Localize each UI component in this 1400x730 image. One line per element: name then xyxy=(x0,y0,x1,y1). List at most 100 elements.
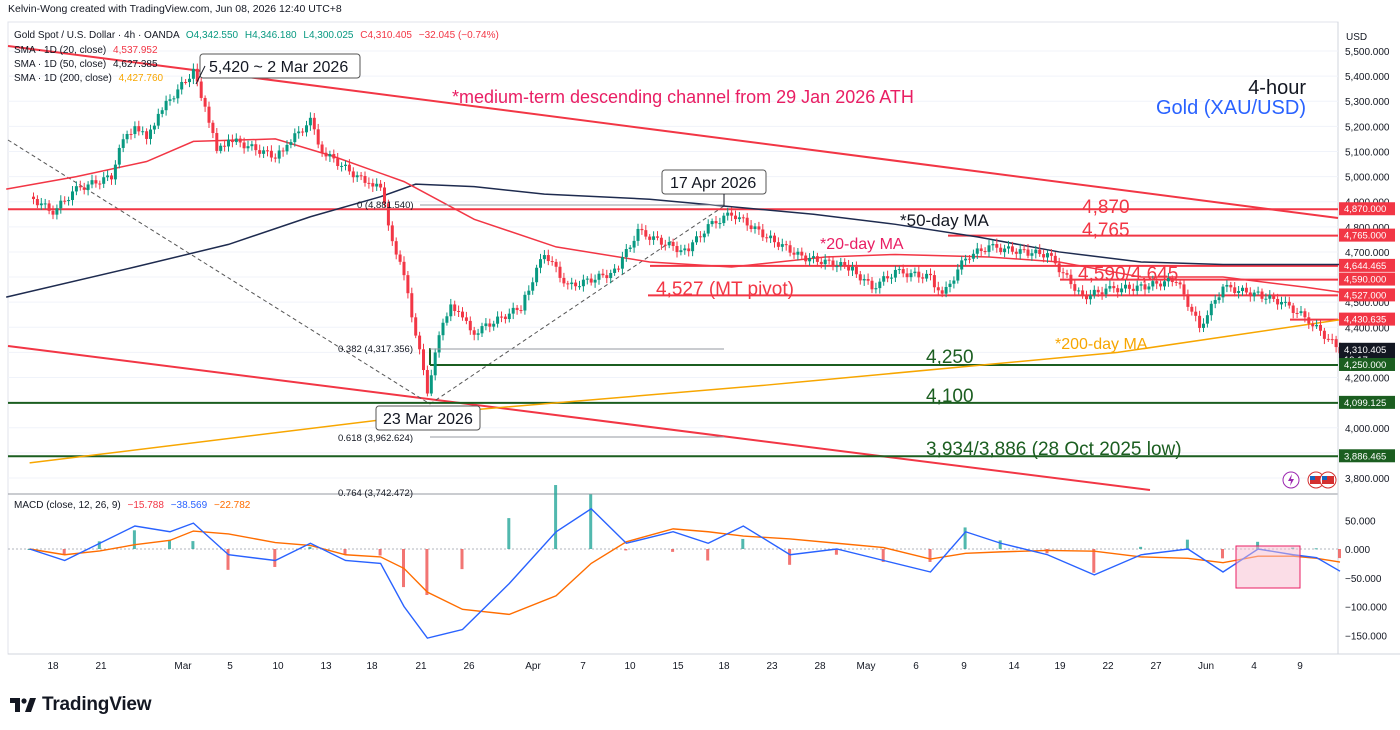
candle-body xyxy=(254,144,258,151)
candle-body xyxy=(211,122,215,134)
us-flag-stripes xyxy=(1310,476,1322,484)
sma200-legend[interactable]: SMA · 1D (200, close) 4,427.760 xyxy=(14,73,163,84)
candle-body xyxy=(535,267,539,283)
candle-body xyxy=(219,145,223,151)
tradingview-logo[interactable]: TradingView xyxy=(10,694,152,716)
sma20-label: SMA · 1D (20, close) xyxy=(14,45,107,56)
candle-body xyxy=(706,224,710,234)
fib-0-label: 0 (4,881.540) xyxy=(357,200,414,211)
level-4870-label: 4,870 xyxy=(1082,197,1130,218)
candle-body xyxy=(730,212,734,216)
candle-body xyxy=(43,203,47,205)
candle-body xyxy=(351,171,355,178)
us-flag-canton xyxy=(1310,476,1315,480)
price-badge-1: 4,765.000 xyxy=(1344,231,1386,242)
candle-body xyxy=(63,200,67,202)
ma50-label: *50-day MA xyxy=(900,211,989,230)
macd-axis-ticks[interactable]: 50.000 0.000 −50.000 −100.000 −150.000 xyxy=(1345,516,1387,642)
candle-body xyxy=(195,68,199,82)
candle-body xyxy=(757,226,761,230)
candle-body xyxy=(67,200,71,202)
candle-body xyxy=(780,244,784,247)
candle-body xyxy=(570,282,574,285)
candle-body xyxy=(507,313,511,320)
candle-body xyxy=(851,266,854,271)
price-tick-17: 3,800.000 xyxy=(1345,474,1390,485)
symbol-legend[interactable]: Gold Spot / U.S. Dollar · 4h · OANDA O4,… xyxy=(14,30,499,41)
candle-body xyxy=(1065,273,1069,275)
candle-body xyxy=(979,248,983,252)
candle-body xyxy=(917,271,921,278)
candle-body xyxy=(1264,298,1268,300)
time-axis-ticks[interactable]: 18 21 Mar 5 10 13 18 21 26 Apr 7 10 15 18 23 28 May 6 9 14 1… xyxy=(47,661,1303,672)
candle-body xyxy=(1330,339,1334,341)
candle-body xyxy=(722,215,726,224)
candle-body xyxy=(156,113,160,126)
price-pane[interactable] xyxy=(7,21,1339,495)
candle-body xyxy=(1319,324,1322,331)
candle-body xyxy=(749,225,753,230)
candle-body xyxy=(519,310,523,312)
candle-body xyxy=(312,117,316,130)
time-tick-17: 6 xyxy=(913,661,919,672)
candle-body xyxy=(800,251,804,256)
candle-body xyxy=(585,278,589,280)
sma50-legend[interactable]: SMA · 1D (50, close) 4,627.385 xyxy=(14,59,158,70)
price-tick-8: 4,700.000 xyxy=(1345,248,1390,259)
candle-body xyxy=(886,276,890,279)
candle-body xyxy=(1026,249,1030,256)
candle-body xyxy=(1229,284,1233,288)
candle-body xyxy=(823,259,827,265)
time-tick-7: 21 xyxy=(415,661,427,672)
candle-body xyxy=(1198,315,1202,328)
macd-pane[interactable] xyxy=(7,493,1339,655)
candle-body xyxy=(402,261,406,276)
price-tick-0: 5,500.000 xyxy=(1345,47,1390,58)
candle-body xyxy=(418,335,422,350)
macd-hist-bar xyxy=(741,538,745,549)
macd-legend[interactable]: MACD (close, 12, 26, 9) −15.788 −38.569 … xyxy=(14,500,250,511)
candle-body xyxy=(659,237,663,245)
candle-body xyxy=(1166,277,1170,282)
sma20-value: 4,537.952 xyxy=(113,45,158,56)
candle-body xyxy=(215,133,219,151)
candle-body xyxy=(628,247,632,250)
attribution-text: Kelvin-Wong created with TradingView.com… xyxy=(8,3,342,15)
price-badge-4: 4,527.000 xyxy=(1344,290,1386,301)
price-badge-bg-2 xyxy=(1339,258,1395,272)
candle-body xyxy=(1042,254,1046,258)
time-tick-13: 18 xyxy=(718,661,730,672)
timeframe-label: 4-hour xyxy=(1248,77,1306,99)
candle-body xyxy=(242,142,246,149)
candle-body xyxy=(281,150,285,152)
candle-body xyxy=(145,131,149,139)
candle-body xyxy=(952,280,956,284)
fib-dashed-line-2 xyxy=(429,205,725,405)
level-4527-label: 4,527 (MT pivot) xyxy=(656,279,794,300)
macd-hist-bar xyxy=(460,549,464,570)
macd-hist-bar xyxy=(1256,541,1260,549)
macd-hist-bar xyxy=(788,549,792,565)
us-flag-stripes-2 xyxy=(1322,476,1334,484)
macd-tick-2: −50.000 xyxy=(1345,574,1382,585)
macd-signal-line xyxy=(29,528,1341,616)
callout-mar-low: 23 Mar 2026 xyxy=(375,405,481,431)
sma20-legend[interactable]: SMA · 1D (20, close) 4,537.952 xyxy=(14,45,158,56)
candle-body xyxy=(804,255,808,262)
candle-body xyxy=(940,290,944,294)
candle-body xyxy=(609,272,613,279)
candle-body xyxy=(266,150,269,152)
candle-body xyxy=(1147,286,1151,290)
candle-body xyxy=(1205,315,1209,324)
candle-body xyxy=(1061,272,1065,274)
price-badge-3: 4,590.000 xyxy=(1344,275,1386,286)
candle-body xyxy=(160,110,164,114)
candle-body xyxy=(1244,287,1248,293)
candle-body xyxy=(425,370,429,394)
candle-body xyxy=(827,259,831,261)
candle-body xyxy=(347,164,351,172)
callout-high: 5,420 ~ 2 Mar 2026 xyxy=(195,53,361,85)
price-badge-9: 3,886.465 xyxy=(1344,451,1386,462)
candle-body xyxy=(1326,338,1330,340)
callout-mar-low-text: 23 Mar 2026 xyxy=(383,411,473,428)
